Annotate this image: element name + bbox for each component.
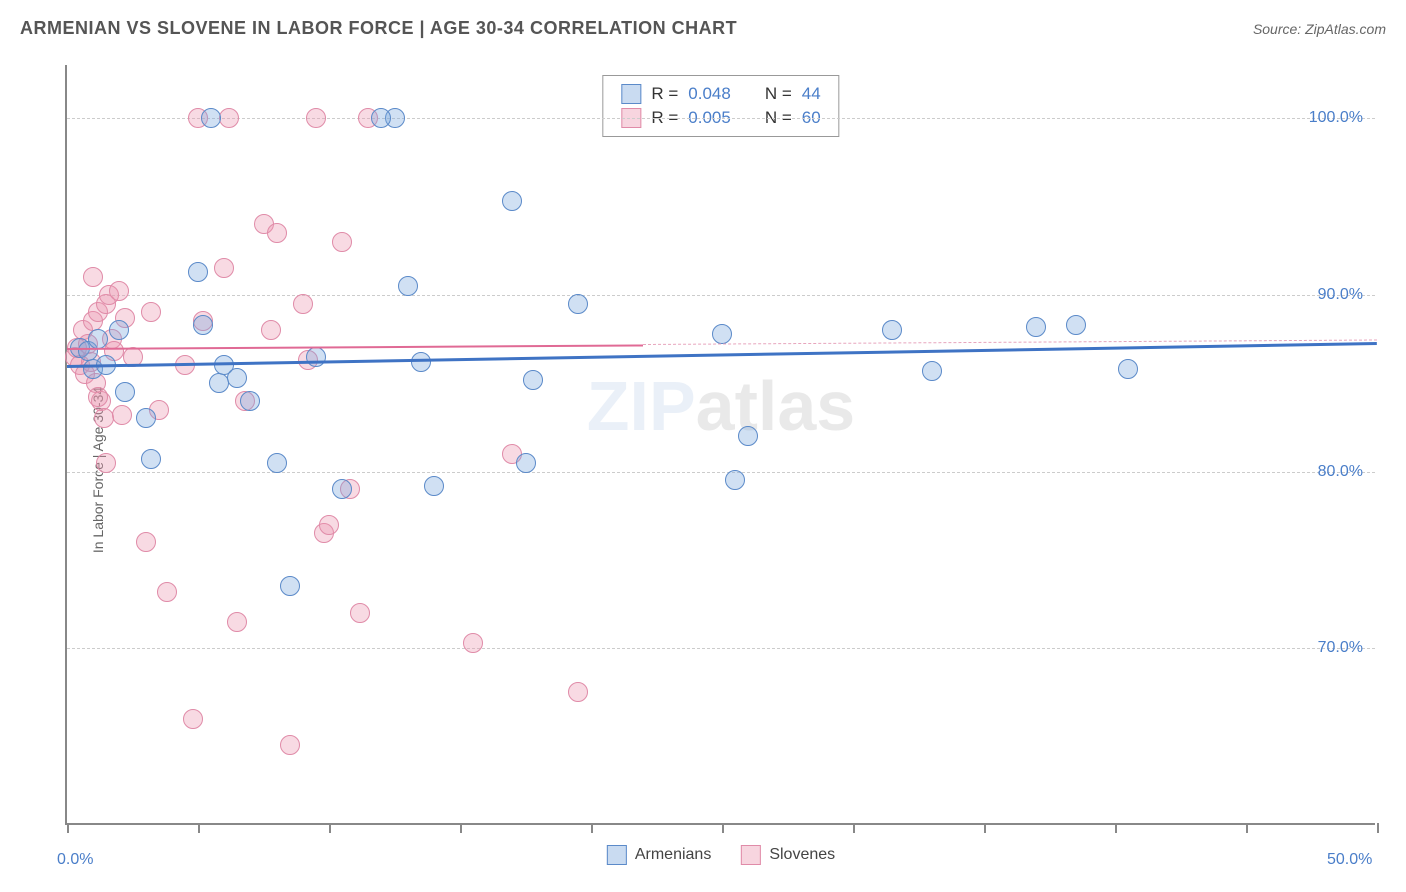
data-point (240, 391, 260, 411)
data-point (96, 453, 116, 473)
data-point (293, 294, 313, 314)
legend-item: Slovenes (741, 845, 835, 865)
data-point (411, 352, 431, 372)
legend-n-label: N = (765, 84, 792, 104)
data-point (922, 361, 942, 381)
data-point (280, 576, 300, 596)
data-point (214, 258, 234, 278)
data-point (141, 449, 161, 469)
data-point (88, 329, 108, 349)
data-point (1026, 317, 1046, 337)
data-point (332, 479, 352, 499)
data-point (568, 294, 588, 314)
data-point (516, 453, 536, 473)
data-point (227, 368, 247, 388)
data-point (112, 405, 132, 425)
x-tick (853, 823, 855, 833)
legend-item: Armenians (607, 845, 711, 865)
legend-label: Armenians (635, 846, 711, 864)
data-point (398, 276, 418, 296)
legend-r-value: 0.048 (688, 84, 731, 104)
data-point (712, 324, 732, 344)
data-point (219, 108, 239, 128)
data-point (332, 232, 352, 252)
data-point (463, 633, 483, 653)
watermark: ZIPatlas (587, 366, 855, 446)
data-point (209, 373, 229, 393)
x-tick (460, 823, 462, 833)
legend-stats: R = 0.048 N = 44 R = 0.005 N = 60 (602, 75, 839, 137)
data-point (201, 108, 221, 128)
swatch-blue-icon (607, 845, 627, 865)
data-point (136, 408, 156, 428)
data-point (523, 370, 543, 390)
y-tick-label: 70.0% (1318, 639, 1363, 657)
y-tick-label: 100.0% (1309, 109, 1363, 127)
data-point (88, 387, 108, 407)
grid-line (67, 472, 1375, 473)
x-tick-label: 0.0% (57, 851, 93, 869)
data-point (115, 382, 135, 402)
data-point (319, 515, 339, 535)
swatch-blue-icon (621, 84, 641, 104)
data-point (188, 262, 208, 282)
data-point (227, 612, 247, 632)
data-point (1118, 359, 1138, 379)
data-point (141, 302, 161, 322)
swatch-pink-icon (741, 845, 761, 865)
data-point (1066, 315, 1086, 335)
data-point (193, 315, 213, 335)
chart-title: ARMENIAN VS SLOVENE IN LABOR FORCE | AGE… (20, 18, 737, 39)
grid-line (67, 118, 1375, 119)
x-tick (198, 823, 200, 833)
trend-line (67, 344, 643, 350)
data-point (183, 709, 203, 729)
plot-area: ZIPatlas R = 0.048 N = 44 R = 0.005 N = … (65, 65, 1375, 825)
legend-bottom: Armenians Slovenes (607, 845, 835, 865)
legend-label: Slovenes (769, 846, 835, 864)
data-point (306, 108, 326, 128)
data-point (568, 682, 588, 702)
data-point (725, 470, 745, 490)
x-tick (1115, 823, 1117, 833)
data-point (424, 476, 444, 496)
x-tick-label: 50.0% (1327, 851, 1372, 869)
data-point (882, 320, 902, 340)
grid-line (67, 295, 1375, 296)
y-tick-label: 90.0% (1318, 286, 1363, 304)
data-point (280, 735, 300, 755)
data-point (738, 426, 758, 446)
data-point (267, 453, 287, 473)
x-tick (591, 823, 593, 833)
data-point (109, 320, 129, 340)
x-tick (67, 823, 69, 833)
legend-n-value: 44 (802, 84, 821, 104)
data-point (261, 320, 281, 340)
legend-r-label: R = (651, 84, 678, 104)
y-tick-label: 80.0% (1318, 463, 1363, 481)
data-point (136, 532, 156, 552)
data-point (267, 223, 287, 243)
data-point (109, 281, 129, 301)
x-tick (984, 823, 986, 833)
data-point (83, 267, 103, 287)
legend-stats-row: R = 0.048 N = 44 (621, 82, 820, 106)
x-tick (329, 823, 331, 833)
grid-line (67, 648, 1375, 649)
data-point (350, 603, 370, 623)
x-tick (1246, 823, 1248, 833)
chart-container: In Labor Force | Age 30-34 ZIPatlas R = … (20, 55, 1386, 885)
x-tick (722, 823, 724, 833)
watermark-atlas: atlas (696, 367, 856, 445)
data-point (502, 191, 522, 211)
x-tick (1377, 823, 1379, 833)
watermark-zip: ZIP (587, 367, 696, 445)
data-point (371, 108, 391, 128)
data-point (157, 582, 177, 602)
data-point (94, 408, 114, 428)
source-label: Source: ZipAtlas.com (1253, 21, 1386, 37)
